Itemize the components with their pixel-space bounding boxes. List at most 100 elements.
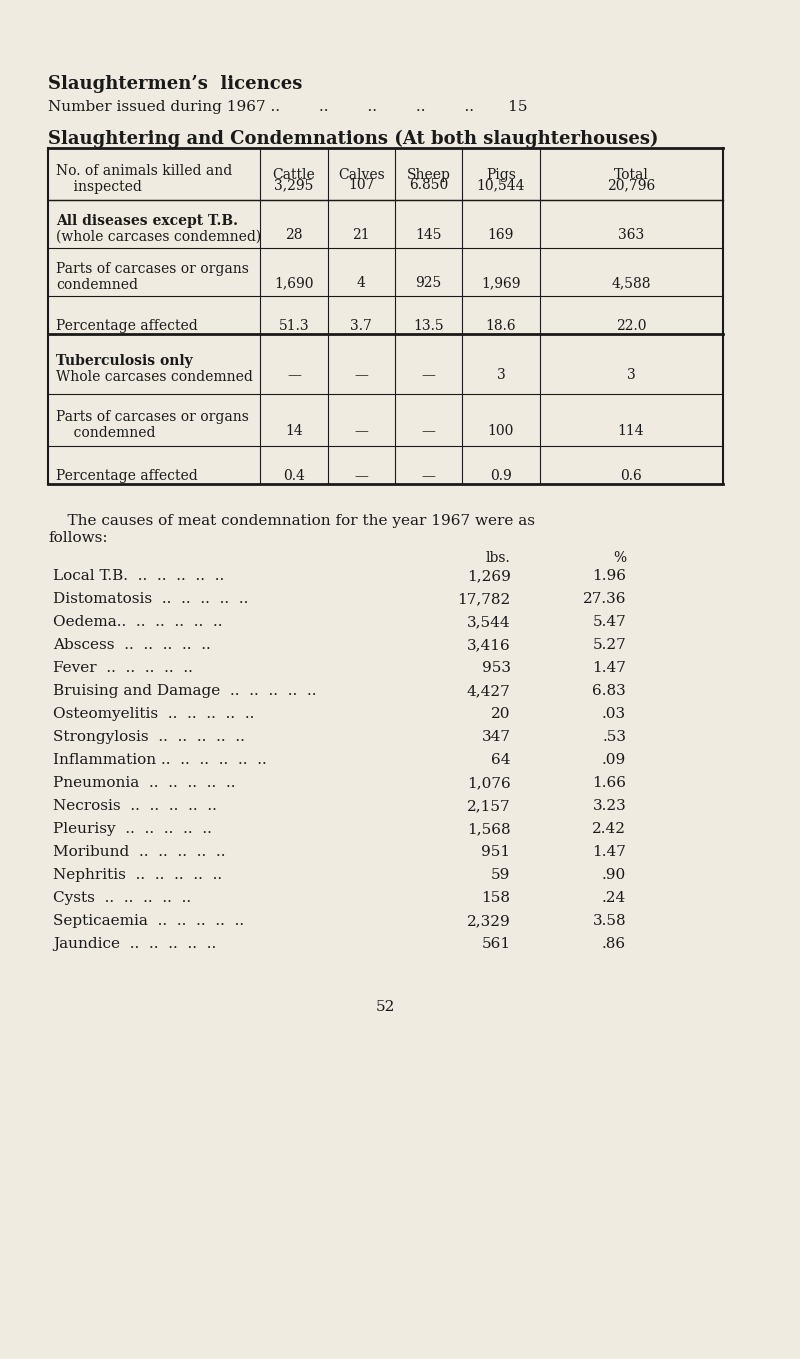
Text: Parts of carcases or organs: Parts of carcases or organs	[56, 410, 249, 424]
Text: 2.42: 2.42	[592, 822, 626, 836]
Text: Inflammation ..  ..  ..  ..  ..  ..: Inflammation .. .. .. .. .. ..	[53, 753, 266, 766]
Text: 1,969: 1,969	[482, 276, 521, 289]
Text: 27.36: 27.36	[582, 593, 626, 606]
Text: 3,544: 3,544	[467, 616, 510, 629]
Text: Cattle: Cattle	[273, 169, 315, 182]
Text: 145: 145	[415, 228, 442, 242]
Text: 51.3: 51.3	[278, 319, 309, 333]
Text: —: —	[354, 469, 368, 482]
Text: 5.47: 5.47	[593, 616, 626, 629]
Text: Percentage affected: Percentage affected	[56, 319, 198, 333]
Text: All diseases except T.B.: All diseases except T.B.	[56, 213, 238, 228]
Text: Cysts  ..  ..  ..  ..  ..: Cysts .. .. .. .. ..	[53, 892, 191, 905]
Text: Slaughtermen’s  licences: Slaughtermen’s licences	[48, 75, 302, 92]
Text: 347: 347	[482, 730, 510, 743]
Text: Septicaemia  ..  ..  ..  ..  ..: Septicaemia .. .. .. .. ..	[53, 915, 244, 928]
Text: 10,544: 10,544	[477, 178, 526, 192]
Text: .53: .53	[602, 730, 626, 743]
Text: condemned: condemned	[56, 279, 138, 292]
Text: —: —	[354, 368, 368, 382]
Text: 107: 107	[348, 178, 374, 192]
Text: .86: .86	[602, 936, 626, 951]
Text: 561: 561	[482, 936, 510, 951]
Text: 14: 14	[285, 424, 302, 438]
Text: The causes of meat condemnation for the year 1967 were as: The causes of meat condemnation for the …	[48, 514, 535, 529]
Text: 20,796: 20,796	[607, 178, 655, 192]
Text: —: —	[422, 368, 436, 382]
Text: 114: 114	[618, 424, 644, 438]
Text: Moribund  ..  ..  ..  ..  ..: Moribund .. .. .. .. ..	[53, 845, 226, 859]
Text: Jaundice  ..  ..  ..  ..  ..: Jaundice .. .. .. .. ..	[53, 936, 216, 951]
Text: 59: 59	[491, 868, 510, 882]
Text: 4,427: 4,427	[467, 684, 510, 699]
Text: 3: 3	[497, 368, 506, 382]
Text: 1.96: 1.96	[592, 569, 626, 583]
Text: 2,329: 2,329	[467, 915, 510, 928]
Text: Pneumonia  ..  ..  ..  ..  ..: Pneumonia .. .. .. .. ..	[53, 776, 235, 790]
Text: Nephritis  ..  ..  ..  ..  ..: Nephritis .. .. .. .. ..	[53, 868, 222, 882]
Text: 6.83: 6.83	[593, 684, 626, 699]
Text: Percentage affected: Percentage affected	[56, 469, 198, 482]
Text: —: —	[287, 368, 301, 382]
Text: Pleurisy  ..  ..  ..  ..  ..: Pleurisy .. .. .. .. ..	[53, 822, 212, 836]
Text: 3,416: 3,416	[467, 637, 510, 652]
Text: Number issued during 1967 ..        ..        ..        ..        ..       15: Number issued during 1967 .. .. .. .. ..…	[48, 101, 528, 114]
Text: Oedema..  ..  ..  ..  ..  ..: Oedema.. .. .. .. .. ..	[53, 616, 222, 629]
Text: 28: 28	[285, 228, 302, 242]
Text: 3,295: 3,295	[274, 178, 314, 192]
Text: 6.850: 6.850	[409, 178, 448, 192]
Text: %: %	[613, 550, 626, 565]
Text: Total: Total	[614, 169, 649, 182]
Text: 1.47: 1.47	[592, 845, 626, 859]
Text: —: —	[422, 469, 436, 482]
Text: Sheep: Sheep	[406, 169, 450, 182]
Text: Parts of carcases or organs: Parts of carcases or organs	[56, 262, 249, 276]
Text: 4: 4	[357, 276, 366, 289]
Text: Pigs: Pigs	[486, 169, 516, 182]
Text: 21: 21	[353, 228, 370, 242]
Text: 951: 951	[482, 845, 510, 859]
Text: 4,588: 4,588	[611, 276, 651, 289]
Text: Slaughtering and Condemnations (At both slaughterhouses): Slaughtering and Condemnations (At both …	[48, 130, 658, 148]
Text: —: —	[354, 424, 368, 438]
Text: Bruising and Damage  ..  ..  ..  ..  ..: Bruising and Damage .. .. .. .. ..	[53, 684, 317, 699]
Text: 20: 20	[491, 707, 510, 722]
Text: 100: 100	[488, 424, 514, 438]
Text: Strongylosis  ..  ..  ..  ..  ..: Strongylosis .. .. .. .. ..	[53, 730, 245, 743]
Text: Tuberculosis only: Tuberculosis only	[56, 353, 193, 368]
Text: 363: 363	[618, 228, 644, 242]
Text: 925: 925	[416, 276, 442, 289]
Text: Local T.B.  ..  ..  ..  ..  ..: Local T.B. .. .. .. .. ..	[53, 569, 224, 583]
Text: 1,269: 1,269	[466, 569, 510, 583]
Text: Abscess  ..  ..  ..  ..  ..: Abscess .. .. .. .. ..	[53, 637, 210, 652]
Text: follows:: follows:	[48, 531, 108, 545]
Text: 2,157: 2,157	[467, 799, 510, 813]
Text: 1.66: 1.66	[592, 776, 626, 790]
Text: 3: 3	[626, 368, 635, 382]
Text: .03: .03	[602, 707, 626, 722]
Text: Necrosis  ..  ..  ..  ..  ..: Necrosis .. .. .. .. ..	[53, 799, 217, 813]
Text: Distomatosis  ..  ..  ..  ..  ..: Distomatosis .. .. .. .. ..	[53, 593, 248, 606]
Text: 169: 169	[488, 228, 514, 242]
Text: (whole carcases condemned): (whole carcases condemned)	[56, 230, 261, 245]
Text: 0.9: 0.9	[490, 469, 512, 482]
Text: 18.6: 18.6	[486, 319, 516, 333]
Text: 0.6: 0.6	[620, 469, 642, 482]
Text: 158: 158	[482, 892, 510, 905]
Text: 3.7: 3.7	[350, 319, 372, 333]
Text: inspected: inspected	[56, 179, 142, 194]
Text: Calves: Calves	[338, 169, 385, 182]
Text: 0.4: 0.4	[283, 469, 305, 482]
Text: lbs.: lbs.	[486, 550, 510, 565]
Text: 5.27: 5.27	[593, 637, 626, 652]
Text: 17,782: 17,782	[458, 593, 510, 606]
Text: 3.58: 3.58	[593, 915, 626, 928]
Text: 1,076: 1,076	[467, 776, 510, 790]
Text: 52: 52	[376, 1000, 395, 1014]
Text: condemned: condemned	[56, 425, 155, 440]
Text: 1,568: 1,568	[467, 822, 510, 836]
Text: 64: 64	[491, 753, 510, 766]
Text: .24: .24	[602, 892, 626, 905]
Text: Fever  ..  ..  ..  ..  ..: Fever .. .. .. .. ..	[53, 660, 193, 675]
Text: Osteomyelitis  ..  ..  ..  ..  ..: Osteomyelitis .. .. .. .. ..	[53, 707, 254, 722]
